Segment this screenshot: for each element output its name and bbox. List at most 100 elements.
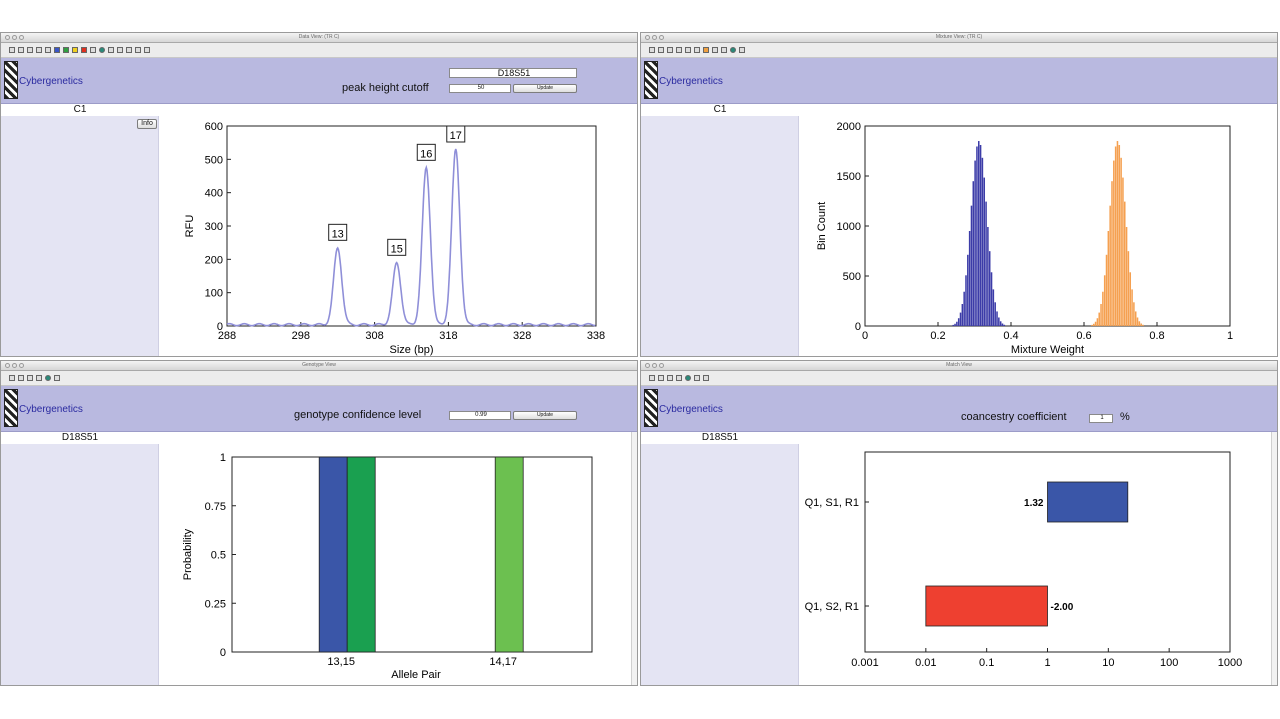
zoom-tool-icon[interactable] xyxy=(27,47,33,53)
zoom-icon[interactable] xyxy=(659,35,664,40)
select-icon[interactable] xyxy=(694,47,700,53)
cutoff-input[interactable]: 50 xyxy=(449,84,511,93)
print-icon[interactable] xyxy=(18,375,24,381)
y-tick-label: 0.5 xyxy=(211,550,226,562)
value-label: -2.00 xyxy=(1051,602,1074,613)
close-icon[interactable] xyxy=(645,35,650,40)
histogram-bar xyxy=(954,323,956,326)
locus-field[interactable]: D18S51 xyxy=(449,68,577,78)
header-banner: Cybergenetics genotype confidence level … xyxy=(1,386,637,432)
zoom-tool-icon[interactable] xyxy=(667,47,673,53)
palette-icon[interactable] xyxy=(90,47,96,53)
close-icon[interactable] xyxy=(5,363,10,368)
grid-icon[interactable] xyxy=(117,47,123,53)
print-icon[interactable] xyxy=(18,47,24,53)
vertical-scrollbar[interactable] xyxy=(631,432,637,685)
match-view-titlebar[interactable]: Match View xyxy=(641,361,1277,371)
table-icon[interactable] xyxy=(126,47,132,53)
coefficient-input[interactable]: 1 xyxy=(1089,414,1113,423)
camera-icon[interactable] xyxy=(144,47,150,53)
match-bar xyxy=(1047,481,1129,523)
vertical-scrollbar[interactable] xyxy=(1271,432,1277,685)
x-tick-label: 0.1 xyxy=(979,657,994,669)
grid-icon[interactable] xyxy=(36,375,42,381)
genotype-probability-chart: 0 0.25 0.5 0.75 1 13,15 14,17 Allele Pair Probab… xyxy=(182,452,593,681)
layout-icon[interactable] xyxy=(108,47,114,53)
allele-label-box xyxy=(416,143,436,161)
histogram-bar xyxy=(959,312,962,326)
circle-icon[interactable] xyxy=(730,47,736,53)
probability-bar xyxy=(346,456,376,653)
zoom-icon[interactable] xyxy=(659,363,664,368)
update-button[interactable]: Update xyxy=(513,411,577,420)
circle-icon[interactable] xyxy=(99,47,105,53)
window-title: Mixture View: (TR C) xyxy=(935,34,983,40)
cybergenetics-logo-icon xyxy=(4,389,18,427)
genotype-view-window: Genotype View Cybergenetics genotype con… xyxy=(0,360,638,686)
table-icon[interactable] xyxy=(27,375,33,381)
histogram-bar xyxy=(968,231,971,326)
plot-frame xyxy=(864,125,1231,327)
x-tick-label: 1 xyxy=(1044,657,1050,669)
table-icon[interactable] xyxy=(667,375,673,381)
mixture-view-titlebar[interactable]: Mixture View: (TR C) xyxy=(641,33,1277,43)
blue-dye-icon[interactable] xyxy=(54,47,60,53)
match-statistic-chart: 0.001 0.01 0.1 1 10 100 1000 Q1, S1, R1 1.32 Q1, … xyxy=(805,451,1242,669)
export-icon[interactable] xyxy=(703,375,709,381)
zoom-icon[interactable] xyxy=(19,363,24,368)
print-icon[interactable] xyxy=(658,47,664,53)
x-tick-label: 288 xyxy=(218,330,236,342)
histogram-bar xyxy=(1134,311,1137,326)
print-icon[interactable] xyxy=(658,375,664,381)
marker-icon[interactable] xyxy=(703,47,709,53)
zoom-icon[interactable] xyxy=(19,35,24,40)
histogram-bar xyxy=(981,157,984,326)
circle-icon[interactable] xyxy=(685,375,691,381)
info-button[interactable]: Info xyxy=(137,119,157,129)
allele-label: 17 xyxy=(450,130,462,142)
red-dye-icon[interactable] xyxy=(81,47,87,53)
genotype-view-titlebar[interactable]: Genotype View xyxy=(1,361,637,371)
rotate-icon[interactable] xyxy=(685,47,691,53)
allele-label-box xyxy=(446,125,466,143)
update-button[interactable]: Update xyxy=(513,84,577,93)
export-icon[interactable] xyxy=(739,47,745,53)
histogram-bar xyxy=(988,251,991,326)
confidence-input[interactable]: 0.99 xyxy=(449,411,511,420)
minimize-icon[interactable] xyxy=(12,363,17,368)
histogram-bar xyxy=(956,321,958,326)
yellow-dye-icon[interactable] xyxy=(72,47,78,53)
save-icon[interactable] xyxy=(649,47,655,53)
layout-icon[interactable] xyxy=(721,47,727,53)
pointer-icon[interactable] xyxy=(712,47,718,53)
x-tick-label: 0.01 xyxy=(915,657,936,669)
grid-icon[interactable] xyxy=(676,375,682,381)
close-icon[interactable] xyxy=(645,363,650,368)
minimize-icon[interactable] xyxy=(652,35,657,40)
toolbar xyxy=(1,371,637,386)
pan-tool-icon[interactable] xyxy=(36,47,42,53)
rotate-icon[interactable] xyxy=(45,47,51,53)
histogram-bar xyxy=(1103,275,1106,326)
x-tick-label: 338 xyxy=(587,330,605,342)
export-icon[interactable] xyxy=(54,375,60,381)
green-dye-icon[interactable] xyxy=(63,47,69,53)
save-icon[interactable] xyxy=(9,375,15,381)
x-tick-label: 0.001 xyxy=(851,657,879,669)
save-icon[interactable] xyxy=(649,375,655,381)
export-icon[interactable] xyxy=(135,47,141,53)
locus-sidebar: D18S51 xyxy=(1,432,159,685)
minimize-icon[interactable] xyxy=(652,363,657,368)
data-view-titlebar[interactable]: Data View: (TR C) xyxy=(1,33,637,43)
save-icon[interactable] xyxy=(9,47,15,53)
circle-icon[interactable] xyxy=(45,375,51,381)
minimize-icon[interactable] xyxy=(12,35,17,40)
x-axis-label: Size (bp) xyxy=(389,344,433,356)
layout-icon[interactable] xyxy=(694,375,700,381)
x-tick-label: 0.4 xyxy=(1003,330,1018,342)
y-tick-label: 600 xyxy=(205,121,223,133)
plot-area: 0 0.25 0.5 0.75 1 13,15 14,17 Allele Pair Probab… xyxy=(159,432,637,685)
category-label: Q1, S2, R1 xyxy=(805,601,859,613)
close-icon[interactable] xyxy=(5,35,10,40)
pan-tool-icon[interactable] xyxy=(676,47,682,53)
